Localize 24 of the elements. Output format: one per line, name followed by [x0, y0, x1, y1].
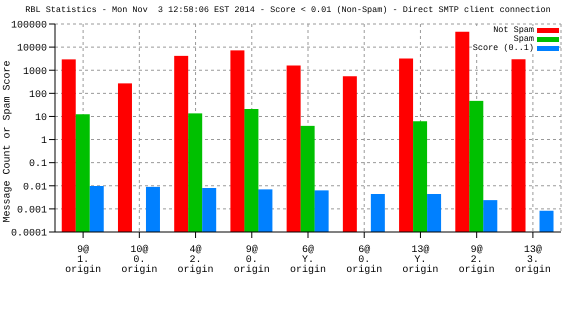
x-tick-label: 10@ 0. origin [121, 244, 158, 276]
x-tick-label: 9@ 0. origin [234, 244, 270, 276]
y-tick-label: 100000 [10, 20, 47, 32]
y-tick-label: 1000 [22, 66, 47, 78]
y-axis-title: Message Count or Spam Score [2, 60, 14, 223]
legend-label: Spam [514, 34, 534, 44]
legend-label: Not Spam [493, 25, 534, 35]
y-tick-label: 0.01 [22, 182, 47, 194]
y-tick-label: 0.1 [28, 159, 47, 170]
x-tick-label: 13@ 3. origin [514, 244, 551, 276]
y-tick-label: 10 [34, 112, 47, 124]
chart-title: RBL Statistics - Mon Nov 3 12:58:06 EST 2014 - Score < 0.01 (Non-Spam) - Direct SMTP client connection [24, 5, 552, 15]
x-tick-label: 6@ 0. origin [346, 244, 382, 276]
x-tick-label: 9@ 2. origin [458, 244, 495, 276]
legend-label: Score (0..1) [472, 43, 534, 53]
y-tick-label: 1 [40, 136, 47, 148]
y-tick-label: 0.001 [16, 205, 47, 216]
x-tick-label: 4@ 2. origin [178, 244, 214, 276]
x-tick-label: 6@ Y. origin [290, 244, 326, 276]
x-tick-label: 9@ 1. origin [65, 244, 102, 276]
x-tick-label: 13@ Y. origin [402, 244, 438, 276]
y-tick-label: 10000 [16, 44, 47, 55]
y-tick-label: 100 [28, 90, 47, 101]
y-tick-label: 0.0001 [10, 228, 47, 240]
